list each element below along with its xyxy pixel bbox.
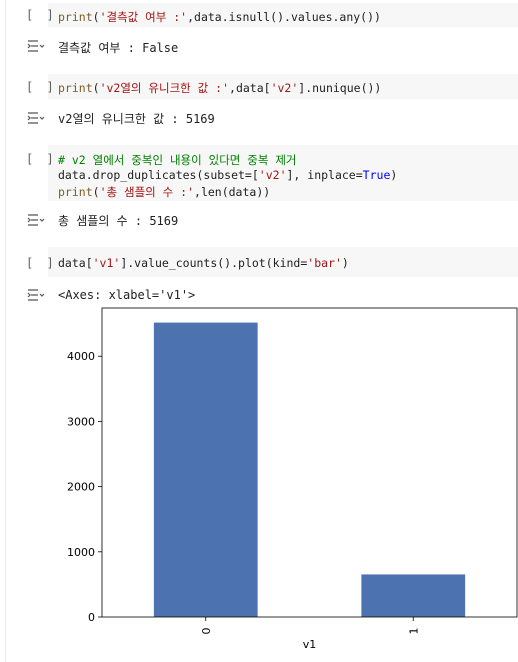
- code-cell-2[interactable]: [ ] print('v2열의 유니크한 값 :',data['v2'].nun…: [0, 72, 518, 132]
- bar-1: [361, 574, 466, 617]
- y-tick-label: 1000: [67, 546, 95, 559]
- bar-chart: 0 1 0 1000 2000 3000 4000 v1: [67, 307, 518, 651]
- code-token: ,data.isnull().values.any()): [187, 10, 381, 24]
- code-token: '결측값 여부 :': [99, 10, 188, 24]
- code-token: ,data[: [229, 81, 271, 95]
- code-token: ): [390, 168, 398, 182]
- code-line: data.drop_duplicates(subset=['v2'], inpl…: [58, 168, 397, 182]
- code-token: ], inplace=: [286, 168, 363, 182]
- code-token: (: [92, 81, 100, 95]
- code-token: ): [341, 256, 349, 270]
- run-cell-button[interactable]: [ ]: [26, 256, 57, 270]
- code-line: print('v2열의 유니크한 값 :',data['v2'].nunique…: [58, 80, 381, 96]
- code-cell-4[interactable]: [ ] data['v1'].value_counts().plot(kind=…: [0, 246, 518, 662]
- code-line: data['v1'].value_counts().plot(kind='bar…: [58, 256, 349, 270]
- x-tick-label: 1: [407, 628, 420, 635]
- code-editor[interactable]: [48, 3, 518, 27]
- code-token: ].value_counts().plot(kind=: [120, 256, 308, 270]
- code-line: # v2 열에서 중복인 내용이 있다면 중복 제거: [58, 152, 297, 168]
- x-tick-label: 0: [200, 628, 213, 635]
- plot-frame: [101, 307, 518, 618]
- code-token: # v2 열에서 중복인 내용이 있다면 중복 제거: [58, 153, 297, 167]
- output-toggle-icon[interactable]: [27, 214, 45, 226]
- code-editor[interactable]: [48, 247, 518, 277]
- x-axis-label: v1: [303, 638, 317, 651]
- code-line: print('총 샘플의 수 :',len(data)): [58, 184, 270, 200]
- code-token: 'v2': [258, 168, 287, 182]
- cell-gutter-rule: [5, 0, 6, 662]
- code-token: 'bar': [307, 256, 342, 270]
- cell-output-text: 총 샘플의 수 : 5169: [58, 214, 179, 228]
- code-token: 'v2열의 유니크한 값 :': [99, 81, 230, 95]
- code-token: ,len(data)): [194, 185, 271, 199]
- code-token: '총 샘플의 수 :': [99, 185, 195, 199]
- code-cell-1[interactable]: [ ] print('결측값 여부 :',data.isnull().value…: [0, 0, 518, 58]
- code-token: 'v1': [92, 256, 121, 270]
- cell-output-text: 결측값 여부 : False: [58, 41, 179, 55]
- y-tick-label: 0: [88, 611, 95, 624]
- code-token: 'v2': [270, 81, 299, 95]
- output-toggle-icon[interactable]: [27, 112, 45, 124]
- code-token: (: [92, 185, 100, 199]
- run-cell-button[interactable]: [ ]: [26, 8, 57, 22]
- code-token: print: [58, 81, 93, 95]
- y-tick-label: 2000: [67, 481, 95, 494]
- run-cell-button[interactable]: [ ]: [26, 152, 57, 166]
- run-cell-button[interactable]: [ ]: [26, 80, 57, 94]
- output-toggle-icon[interactable]: [27, 289, 45, 301]
- code-cell-3[interactable]: [ ] # v2 열에서 중복인 내용이 있다면 중복 제거 data.drop…: [0, 143, 518, 233]
- code-token: (: [92, 10, 100, 24]
- code-token: data.drop_duplicates(subset=[: [58, 168, 259, 182]
- bar-0: [153, 322, 258, 617]
- y-tick-label: 4000: [67, 350, 95, 363]
- code-line: print('결측값 여부 :',data.isnull().values.an…: [58, 9, 381, 25]
- output-toggle-icon[interactable]: [27, 40, 45, 52]
- y-tick-label: 3000: [67, 415, 95, 428]
- code-token: ].nunique()): [298, 81, 382, 95]
- code-editor[interactable]: [48, 145, 518, 201]
- code-token: True: [362, 168, 391, 182]
- cell-output-text: v2열의 유니크한 값 : 5169: [58, 112, 215, 126]
- code-token: print: [58, 10, 93, 24]
- cell-output-text: <Axes: xlabel='v1'>: [58, 288, 196, 302]
- code-token: data[: [58, 256, 93, 270]
- code-editor[interactable]: [48, 74, 518, 99]
- code-token: print: [58, 185, 93, 199]
